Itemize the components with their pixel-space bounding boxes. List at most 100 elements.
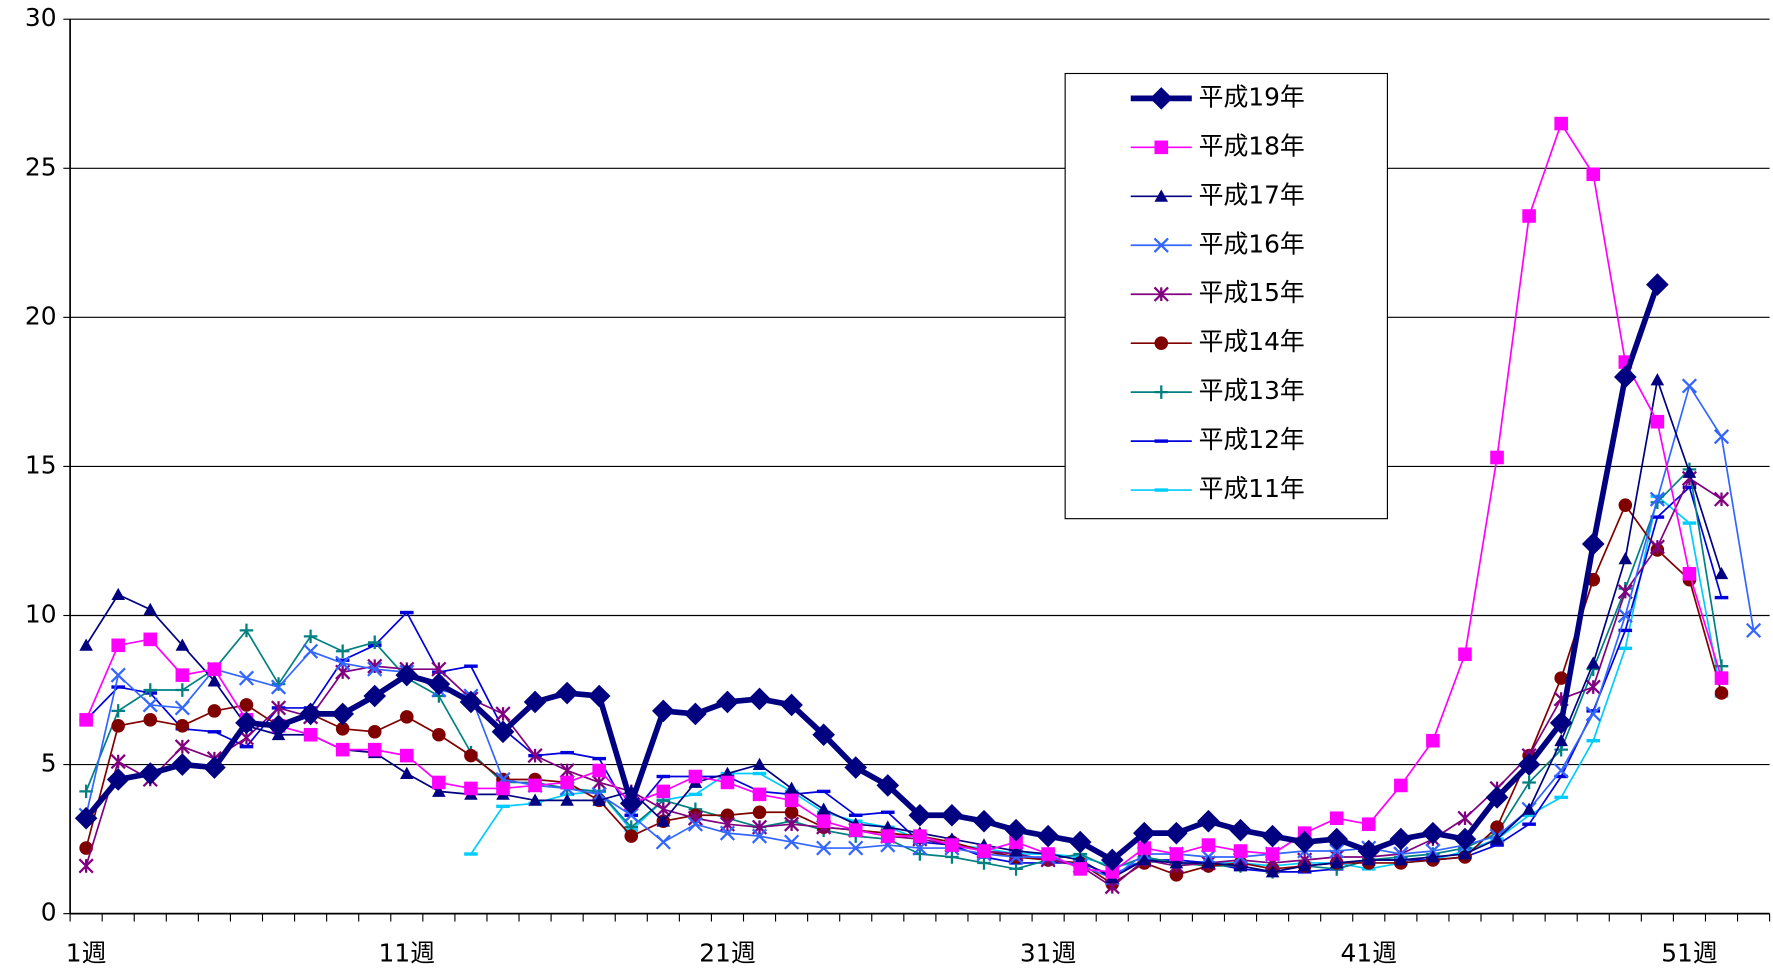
marker	[239, 698, 254, 712]
marker	[1650, 373, 1665, 386]
marker	[1553, 762, 1569, 779]
marker	[111, 685, 125, 689]
marker	[464, 748, 478, 763]
marker	[977, 856, 991, 870]
legend-label: 平成18年	[1199, 131, 1305, 160]
marker	[110, 754, 126, 770]
marker	[655, 801, 671, 817]
marker	[752, 757, 767, 770]
marker	[559, 762, 575, 779]
marker	[111, 719, 125, 733]
marker	[881, 810, 895, 814]
marker	[945, 838, 959, 852]
marker	[1713, 429, 1730, 445]
marker	[110, 667, 126, 683]
marker	[1389, 827, 1413, 851]
marker	[1197, 809, 1220, 833]
x-tick-label: 41週	[1341, 938, 1398, 967]
marker	[239, 744, 254, 749]
marker	[1154, 140, 1169, 155]
marker	[207, 704, 222, 718]
marker	[106, 768, 130, 791]
marker	[400, 766, 414, 779]
marker	[143, 683, 158, 697]
marker	[171, 753, 194, 776]
marker	[1458, 647, 1472, 662]
marker	[331, 702, 354, 726]
marker	[1586, 656, 1601, 669]
marker	[848, 840, 864, 856]
marker	[751, 828, 768, 844]
marker	[1453, 827, 1477, 851]
marker	[1329, 843, 1345, 859]
marker	[752, 787, 767, 802]
marker	[1261, 824, 1284, 848]
marker	[270, 700, 287, 716]
marker	[816, 789, 831, 794]
marker	[496, 781, 510, 796]
marker	[432, 727, 446, 742]
marker	[1522, 209, 1536, 223]
marker	[1517, 753, 1541, 776]
legend: 平成19年平成18年平成17年平成16年平成15年平成14年平成13年平成12年…	[1064, 72, 1388, 520]
marker	[1009, 844, 1023, 857]
marker	[1490, 450, 1504, 465]
marker	[528, 793, 542, 806]
marker	[1169, 856, 1184, 869]
marker	[1154, 336, 1169, 350]
marker	[1426, 733, 1440, 748]
marker	[367, 742, 382, 757]
marker	[1490, 820, 1504, 834]
marker	[716, 690, 739, 714]
marker	[1618, 628, 1633, 633]
marker	[1265, 865, 1280, 878]
marker	[1133, 821, 1156, 845]
series-line	[85, 379, 1723, 879]
marker	[143, 602, 158, 615]
marker	[363, 684, 387, 708]
marker	[203, 756, 226, 779]
marker	[1154, 439, 1169, 443]
marker	[720, 775, 735, 790]
marker	[720, 808, 735, 823]
marker	[459, 690, 483, 714]
x-tick-label: 1週	[66, 938, 107, 967]
marker	[111, 587, 125, 601]
marker	[143, 632, 158, 647]
marker	[1293, 830, 1316, 854]
series-line	[85, 504, 1723, 885]
marker	[1154, 488, 1169, 492]
marker	[656, 784, 671, 799]
marker	[1229, 818, 1252, 842]
marker	[1554, 733, 1568, 747]
marker	[239, 623, 254, 638]
marker	[1041, 847, 1055, 861]
marker	[1581, 532, 1605, 556]
marker	[1421, 821, 1445, 845]
marker	[464, 781, 478, 796]
marker	[1004, 818, 1028, 842]
marker	[335, 658, 350, 662]
marker	[1554, 671, 1568, 685]
marker	[972, 809, 996, 833]
marker	[1426, 850, 1440, 863]
marker	[1153, 286, 1169, 302]
marker	[207, 662, 222, 676]
marker	[784, 816, 800, 832]
marker	[844, 756, 868, 779]
marker	[913, 829, 927, 843]
marker	[1714, 595, 1729, 600]
legend-label: 平成13年	[1199, 376, 1305, 405]
marker	[527, 748, 543, 764]
marker	[655, 834, 671, 850]
y-tick-label: 5	[41, 749, 57, 778]
marker	[784, 805, 799, 820]
y-tick-label: 0	[41, 898, 57, 927]
marker	[367, 661, 383, 677]
y-tick-label: 15	[25, 450, 57, 479]
marker	[528, 778, 542, 793]
marker	[1169, 868, 1184, 882]
marker	[687, 816, 703, 832]
marker	[1650, 414, 1665, 429]
marker	[1618, 646, 1633, 650]
